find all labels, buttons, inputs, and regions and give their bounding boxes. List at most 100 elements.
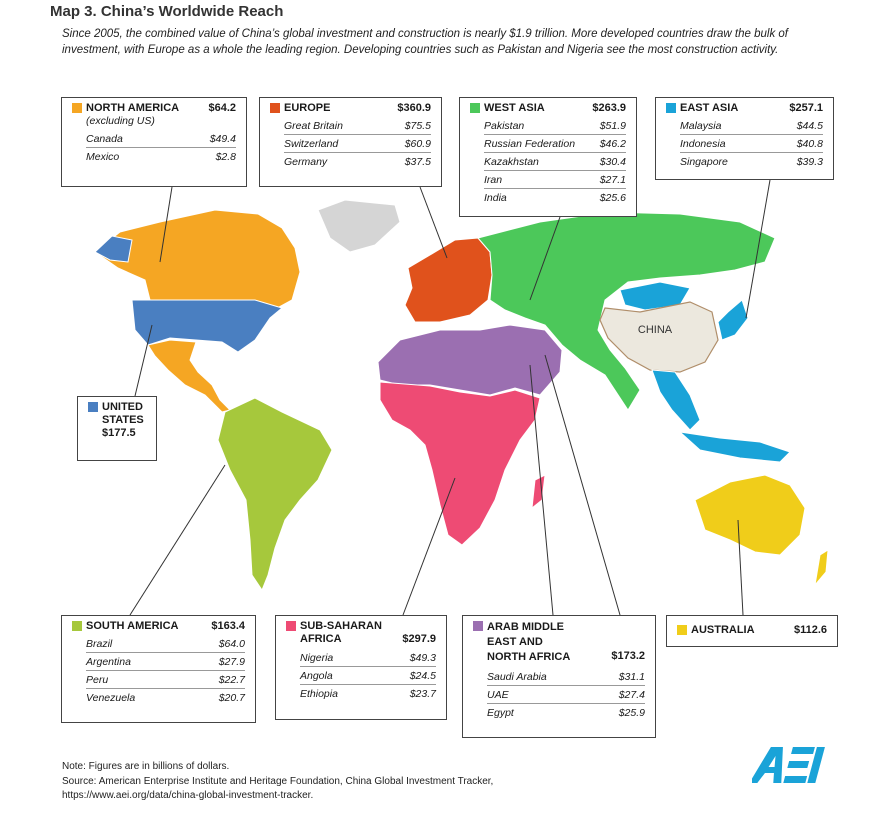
country-value: $27.9: [218, 656, 245, 668]
south-america-box: SOUTH AMERICA $163.4 Brazil $64.0 Argenti…: [61, 615, 256, 723]
canada-shape: [94, 209, 301, 313]
list-item: Kazakhstan $30.4: [484, 153, 626, 171]
west-asia-label: WEST ASIA: [484, 102, 545, 114]
country-name: Great Britain: [284, 120, 343, 132]
west-asia-total: $263.9: [592, 102, 626, 114]
north-america-sub: (excluding US): [86, 115, 155, 127]
list-item: Brazil $64.0: [86, 635, 245, 653]
australia-label: AUSTRALIA: [691, 624, 755, 636]
united-states-label-line2: STATES: [102, 414, 144, 426]
mexico-shape: [147, 339, 231, 413]
europe-total: $360.9: [397, 102, 431, 114]
north-america-swatch: [72, 103, 82, 113]
arab-mena-total: $173.2: [611, 650, 645, 662]
list-item: Indonesia $40.8: [680, 135, 823, 153]
south-america-total: $163.4: [211, 620, 245, 632]
country-name: Canada: [86, 133, 123, 145]
australia-swatch: [677, 625, 687, 635]
list-item: Venezuela $20.7: [86, 689, 245, 706]
new-zealand-shape: [814, 549, 829, 587]
country-name: Kazakhstan: [484, 156, 539, 168]
country-name: Mexico: [86, 151, 120, 163]
west-asia-shape: [477, 211, 776, 411]
note-text: Note: Figures are in billions of dollars…: [62, 761, 230, 772]
aei-logo: [752, 747, 825, 783]
country-value: $25.9: [618, 707, 645, 719]
east-asia-box: EAST ASIA $257.1 Malaysia $44.5 Indonesia…: [655, 97, 834, 180]
south-america-shape: [217, 397, 333, 592]
country-name: Peru: [86, 674, 109, 686]
country-name: Argentina: [86, 656, 131, 668]
list-item: Malaysia $44.5: [680, 117, 823, 135]
list-item: UAE $27.4: [487, 686, 645, 704]
country-name: Russian Federation: [484, 138, 576, 150]
alaska-shape: [94, 235, 133, 263]
country-value: $64.0: [218, 638, 245, 650]
country-value: $2.8: [215, 151, 236, 163]
sub-saharan-africa-shape: [379, 381, 541, 546]
list-item: India $25.6: [484, 189, 626, 206]
country-name: Iran: [484, 174, 503, 186]
west-asia-swatch: [470, 103, 480, 113]
country-name: Malaysia: [680, 120, 722, 132]
country-value: $75.5: [404, 120, 431, 132]
source-url[interactable]: https://www.aei.org/data/china-global-in…: [62, 790, 314, 801]
arab-mena-swatch: [473, 621, 483, 631]
country-value: $49.4: [209, 133, 236, 145]
japan-shape: [717, 299, 749, 341]
north-america-label: NORTH AMERICA: [86, 102, 180, 114]
united-states-box: UNITED STATES $177.5: [77, 396, 157, 461]
united-states-swatch: [88, 402, 98, 412]
east-asia-label: EAST ASIA: [680, 102, 739, 114]
map-subtitle: Since 2005, the combined value of China’…: [62, 28, 788, 56]
map-title: Map 3. China’s Worldwide Reach: [50, 3, 284, 20]
list-item: Switzerland $60.9: [284, 135, 431, 153]
arab-mena-label-line3: NORTH AFRICA: [487, 651, 571, 663]
south-america-label: SOUTH AMERICA: [86, 620, 179, 632]
country-name: Saudi Arabia: [487, 671, 547, 683]
sub-saharan-africa-swatch: [286, 621, 296, 631]
country-value: $39.3: [796, 156, 823, 168]
footnote: Note: Figures are in billions of dollars…: [62, 760, 493, 804]
usa-shape: [131, 299, 284, 353]
country-value: $37.5: [404, 156, 431, 168]
country-value: $25.6: [599, 192, 626, 204]
west-asia-box: WEST ASIA $263.9 Pakistan $51.9 Russian F…: [459, 97, 637, 217]
country-value: $44.5: [796, 120, 823, 132]
europe-swatch: [270, 103, 280, 113]
country-value: $27.4: [618, 689, 645, 701]
list-item: Mexico $2.8: [86, 148, 236, 165]
list-item: Canada $49.4: [86, 130, 236, 148]
list-item: Russian Federation $46.2: [484, 135, 626, 153]
list-item: Pakistan $51.9: [484, 117, 626, 135]
arab-mena-label: ARAB MIDDLE: [487, 621, 564, 633]
australia-box: AUSTRALIA $112.6: [666, 615, 838, 647]
country-value: $40.8: [796, 138, 823, 150]
north-america-box: NORTH AMERICA $64.2 (excluding US) Canad…: [61, 97, 247, 187]
list-item: Singapore $39.3: [680, 153, 823, 170]
united-states-label: UNITED: [102, 401, 143, 413]
country-name: UAE: [487, 689, 509, 701]
east-asia-total: $257.1: [789, 102, 823, 114]
list-item: Argentina $27.9: [86, 653, 245, 671]
list-item: Egypt $25.9: [487, 704, 645, 721]
country-value: $51.9: [599, 120, 626, 132]
sub-saharan-africa-box: SUB-SAHARAN AFRICA $297.9 Nigeria $49.3 An…: [275, 615, 447, 720]
sub-saharan-africa-total: $297.9: [402, 633, 436, 645]
leader-lines: [129, 179, 771, 616]
sub-saharan-africa-label: SUB-SAHARAN: [300, 620, 382, 632]
europe-shape: [404, 237, 493, 323]
country-name: Venezuela: [86, 692, 136, 704]
sub-saharan-africa-label-line2: AFRICA: [300, 633, 342, 645]
country-name: Brazil: [86, 638, 113, 650]
country-name: Egypt: [487, 707, 514, 719]
country-name: Singapore: [680, 156, 728, 168]
country-value: $22.7: [218, 674, 245, 686]
country-value: $23.7: [409, 688, 436, 700]
united-states-total: $177.5: [102, 427, 136, 439]
country-value: $49.3: [409, 652, 436, 664]
list-item: Peru $22.7: [86, 671, 245, 689]
china-shape: [599, 301, 719, 373]
country-value: $27.1: [599, 174, 626, 186]
country-name: Nigeria: [300, 652, 334, 664]
